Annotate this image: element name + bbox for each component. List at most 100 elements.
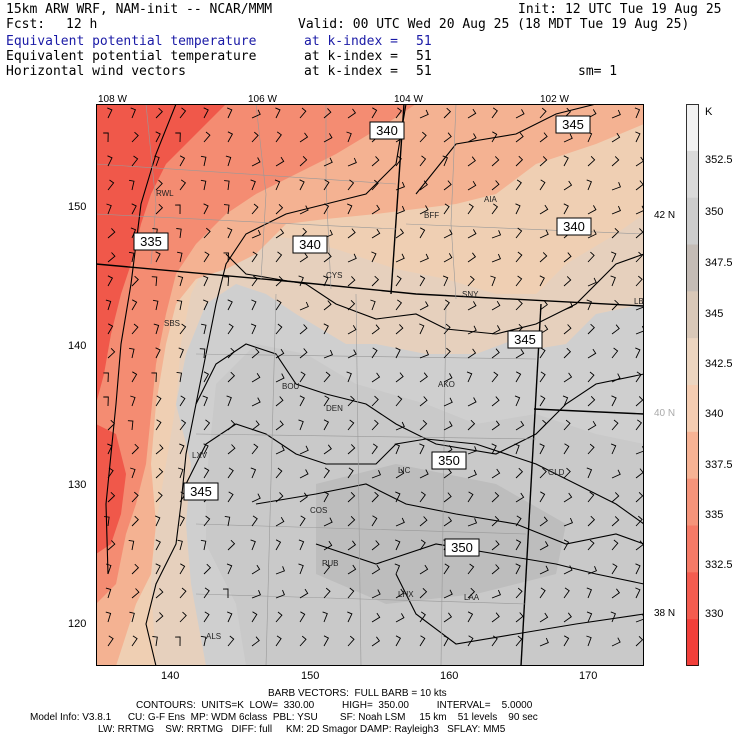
wind-barb [515, 155, 524, 167]
model-info: Model Info: V3.8.1 CU: G-F Ens MP: WDM 6… [30, 712, 538, 723]
wind-barb [251, 443, 259, 455]
wind-barb [419, 349, 429, 359]
wind-barb [467, 491, 474, 503]
wind-barb [443, 468, 452, 479]
wind-barb [107, 467, 114, 479]
wind-barb [155, 203, 164, 215]
wind-barb [515, 371, 522, 383]
wind-barb [443, 180, 452, 191]
wind-barb [539, 204, 549, 215]
grid-y-150: 150 [68, 201, 87, 213]
lat-label-40n: 40 N [654, 408, 676, 419]
wind-barb [467, 611, 474, 623]
wind-barb [175, 132, 181, 143]
wind-barb [130, 395, 136, 407]
wind-barb [347, 108, 357, 119]
wind-barb [611, 492, 620, 503]
wind-barb [635, 635, 644, 647]
wind-barb [103, 372, 109, 383]
wind-barbs [103, 107, 644, 647]
wind-barb [203, 251, 210, 263]
wind-barb [515, 420, 525, 431]
barb-legend: BARB VECTORS: FULL BARB = 10 kts [268, 688, 447, 699]
wind-barb [155, 588, 164, 599]
wind-barb [251, 251, 258, 263]
wind-barb [107, 252, 116, 263]
wind-barb [491, 325, 501, 335]
wind-barb [371, 515, 378, 527]
wind-barb [131, 443, 140, 455]
wind-barb [179, 419, 187, 431]
wind-barb [419, 587, 428, 599]
wind-barb [200, 179, 207, 191]
station-label: LIC [398, 466, 411, 475]
wind-barb [515, 348, 525, 359]
wind-barb [179, 515, 186, 527]
wind-barb [419, 253, 429, 263]
contour-label-box [369, 121, 405, 140]
contour-label: 350 [451, 540, 473, 555]
wind-barb [395, 347, 401, 359]
wind-barb [347, 444, 356, 455]
wind-barb [443, 421, 453, 431]
wind-barb [491, 635, 498, 647]
wind-barb [611, 588, 621, 599]
wind-barb [539, 107, 547, 119]
wind-barb [323, 133, 333, 143]
colorbar-label: 335 [705, 509, 724, 521]
wind-barb [227, 299, 233, 311]
wind-barb [299, 611, 306, 623]
colorbar-swatch [686, 385, 699, 433]
wind-barb [179, 587, 187, 599]
wind-barb [223, 204, 230, 215]
wind-barb [467, 133, 477, 143]
wind-barb [203, 563, 212, 575]
wind-barb [347, 611, 353, 623]
wind-barb [491, 230, 502, 239]
model-title: 15km ARW WRF, NAM-init -- NCAR/MMM [6, 2, 273, 17]
wind-barb [347, 491, 356, 503]
wind-barb [442, 155, 448, 167]
wind-barb [371, 107, 378, 119]
wind-barb [563, 443, 570, 455]
wind-barb [635, 587, 641, 599]
wind-barb [299, 469, 309, 479]
wind-barb [395, 228, 405, 239]
wind-barb [298, 563, 304, 575]
wind-barb [611, 539, 619, 551]
station-label: GLD [548, 468, 565, 477]
wind-barb [467, 518, 478, 527]
wind-barb [395, 275, 402, 287]
wind-barb [347, 228, 356, 239]
wind-barb [491, 107, 498, 119]
wind-barb [299, 132, 309, 143]
wind-barb [347, 276, 356, 287]
wind-barb [539, 637, 549, 647]
plot-frame [96, 104, 644, 666]
field-3-k: 51 [416, 64, 432, 79]
wind-barb [371, 251, 377, 263]
wind-barb [491, 564, 500, 575]
colorbar-label: 340 [705, 408, 724, 420]
wind-barb [323, 108, 332, 119]
lon-label-104w: 104 W [394, 94, 423, 105]
grid-x-140: 140 [161, 670, 180, 682]
wind-barb [611, 637, 621, 647]
shade-salmon [96, 104, 644, 666]
wind-barb [563, 302, 573, 311]
contour-label-box [292, 235, 328, 254]
wind-barb [178, 347, 184, 359]
station-label: SNY [462, 290, 479, 299]
wind-barb [275, 611, 283, 623]
wind-barb [106, 203, 112, 215]
contour-label-group: 340 345 335 340 340 345 350 345 350 [133, 115, 592, 557]
wind-barb [635, 371, 642, 383]
contour-label: 345 [190, 484, 212, 499]
wind-barb [131, 588, 140, 599]
contour-label: 340 [299, 237, 321, 252]
wind-barb [563, 492, 573, 503]
wind-barb [131, 275, 139, 287]
wind-barb [323, 179, 330, 191]
wind-barb [223, 252, 229, 263]
field-2-level: at k-index = [304, 49, 398, 64]
